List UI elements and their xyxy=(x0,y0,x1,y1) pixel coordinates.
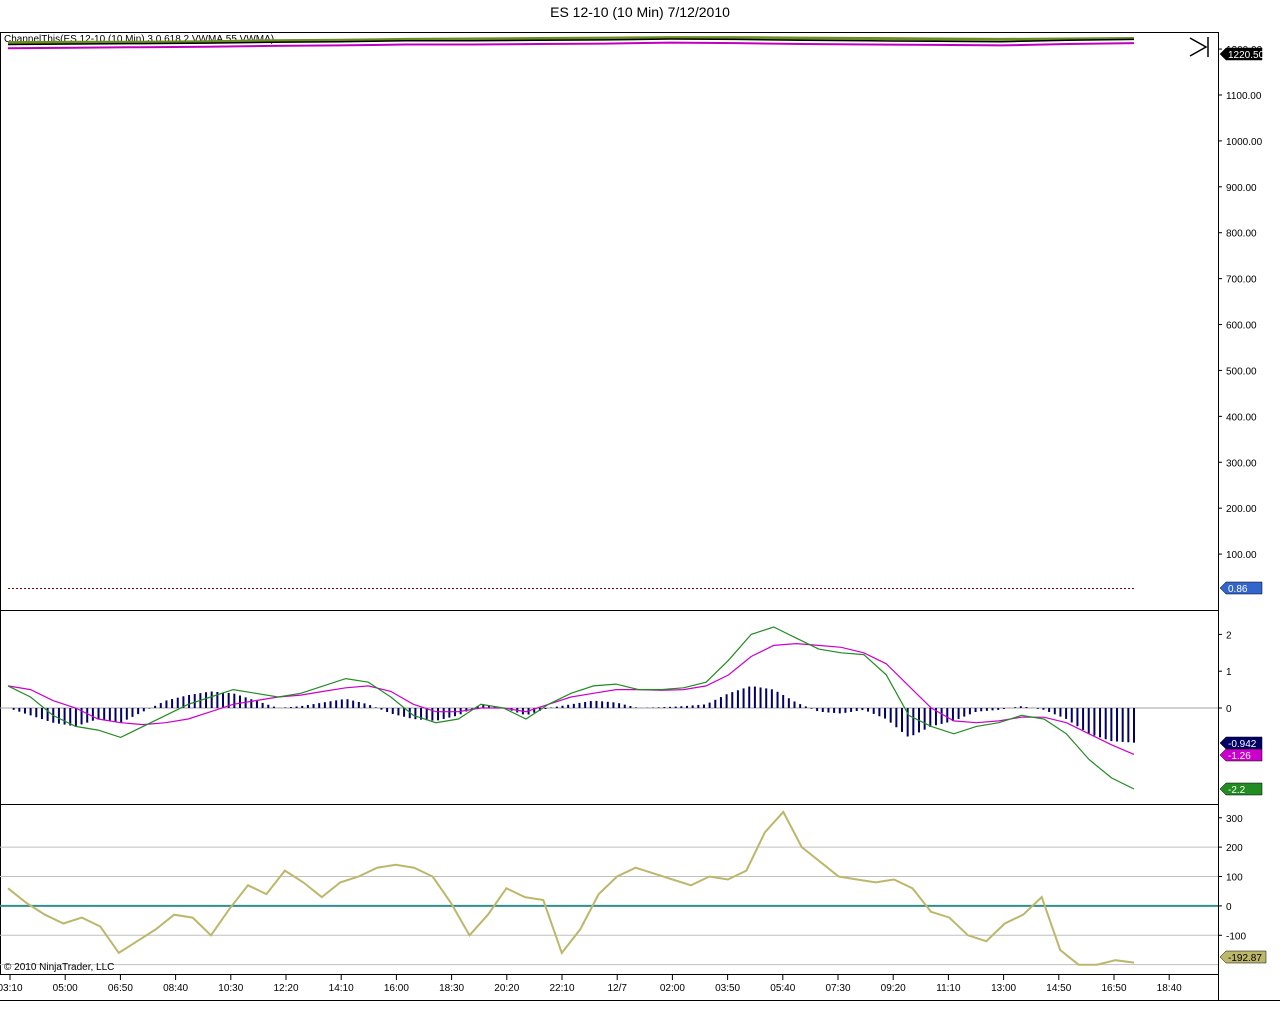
macd-line-badge-shape xyxy=(1219,782,1263,796)
price-tick-label: 1100.00 xyxy=(1226,91,1262,102)
price-line xyxy=(7,38,1135,46)
x-tick-label: 11:10 xyxy=(936,983,961,994)
play-end-icon[interactable] xyxy=(1189,37,1209,57)
macd-tick-label: 1 xyxy=(1226,667,1232,678)
price-tick-label: 900.00 xyxy=(1226,183,1257,194)
x-tick-label: 20:20 xyxy=(494,983,519,994)
cci-value-badge-text: -192.87 xyxy=(1228,953,1262,964)
cci-tick-label: -100 xyxy=(1226,931,1246,942)
x-tick-label: 18:30 xyxy=(439,983,464,994)
price-bottom-badge: 0.86 xyxy=(1219,581,1263,595)
price-tick-label: 600.00 xyxy=(1226,321,1257,332)
x-tick-label: 13:00 xyxy=(991,983,1016,994)
price-tick-label: 100.00 xyxy=(1226,550,1257,561)
cci-panel-frame xyxy=(0,804,1219,975)
last-price-badge: 1220.50 xyxy=(1219,47,1265,61)
x-tick-label: 22:10 xyxy=(549,983,574,994)
value-badges: 1220.50 0.86 -0.942-1.26 -2.2 -192.87 xyxy=(1219,47,1267,964)
channel-indicator-label: ChannelThis(ES 12-10 (10 Min),3,0.618,2,… xyxy=(4,34,274,45)
cci-tick-label: 0 xyxy=(1226,902,1232,913)
x-tick-label: 10:30 xyxy=(218,983,243,994)
x-tick-label: 18:40 xyxy=(1157,983,1182,994)
macd-avg-badge-text: -1.26 xyxy=(1228,751,1251,762)
x-tick-label: 06:50 xyxy=(108,983,133,994)
cci-tick-label: 300 xyxy=(1226,814,1243,825)
price-bottom-badge-shape xyxy=(1219,581,1263,595)
macd-y-axis: 2 1 0 xyxy=(1218,630,1232,715)
copyright-text: © 2010 NinjaTrader, LLC xyxy=(4,962,115,973)
x-tick-label: 16:00 xyxy=(384,983,409,994)
channel-upper-line xyxy=(7,36,1135,45)
chart-title: ES 12-10 (10 Min) 7/12/2010 xyxy=(550,4,730,20)
macd-tick-label: 0 xyxy=(1226,704,1232,715)
price-tick-label: 1000.00 xyxy=(1226,137,1263,148)
last-price-badge-text: 1220.50 xyxy=(1228,50,1265,61)
macd-average-line xyxy=(7,642,1135,755)
x-tick-label: 08:40 xyxy=(163,983,188,994)
x-tick-label: 14:50 xyxy=(1046,983,1071,994)
price-y-axis: 1200.001100.001000.00900.00800.00700.006… xyxy=(1218,45,1263,561)
x-tick-label: 14:10 xyxy=(329,983,354,994)
channel-lower-line xyxy=(7,41,1135,50)
price-tick-label: 200.00 xyxy=(1226,504,1257,515)
price-series-group xyxy=(7,36,1135,589)
price-panel-frame xyxy=(0,32,1219,611)
cci-line xyxy=(7,810,1135,966)
x-tick-label: 02:00 xyxy=(660,983,685,994)
cci-value-badge: -192.87 xyxy=(1219,950,1267,964)
macd-hist-badge: -0.942 xyxy=(1219,736,1263,750)
x-tick-label: 12/7 xyxy=(607,983,627,994)
cci-value-badge-shape xyxy=(1219,950,1267,964)
price-tick-label: 800.00 xyxy=(1226,229,1257,240)
macd-hist-badge-shape xyxy=(1219,736,1263,750)
x-tick-label: 05:40 xyxy=(770,983,795,994)
x-tick-label: 07:30 xyxy=(825,983,850,994)
price-tick-label: 700.00 xyxy=(1226,275,1257,286)
cci-series-group xyxy=(0,810,1218,966)
macd-line-badge: -2.2 xyxy=(1219,782,1263,796)
macd-series-group xyxy=(0,626,1218,790)
x-tick-label: 12:20 xyxy=(273,983,298,994)
price-bottom-badge-text: 0.86 xyxy=(1228,584,1248,595)
x-tick-label: 09:20 xyxy=(881,983,906,994)
x-tick-label: 16:50 xyxy=(1101,983,1126,994)
price-tick-label: 400.00 xyxy=(1226,412,1257,423)
macd-hist-badge-text: -0.942 xyxy=(1228,739,1257,750)
macd-line xyxy=(7,626,1135,790)
macd-avg-badge: -1.26 xyxy=(1219,748,1263,762)
x-axis: 03:10 05:00 06:50 08:40 10:30 12:20 14:10 16:00… xyxy=(0,975,1182,994)
x-tick-label: 03:10 xyxy=(0,983,23,994)
macd-tick-label: 2 xyxy=(1226,630,1232,641)
x-tick-label: 03:50 xyxy=(715,983,740,994)
price-tick-label: 500.00 xyxy=(1226,366,1257,377)
macd-avg-badge-shape xyxy=(1219,748,1263,762)
macd-line-badge-text: -2.2 xyxy=(1228,785,1246,796)
price-tick-label: 300.00 xyxy=(1226,458,1257,469)
cci-tick-label: 100 xyxy=(1226,873,1243,884)
cci-y-axis: 300 200 100 0 -100 xyxy=(1218,814,1246,942)
last-price-badge-shape xyxy=(1219,47,1263,61)
x-tick-label: 05:00 xyxy=(53,983,78,994)
cci-tick-label: 200 xyxy=(1226,843,1243,854)
